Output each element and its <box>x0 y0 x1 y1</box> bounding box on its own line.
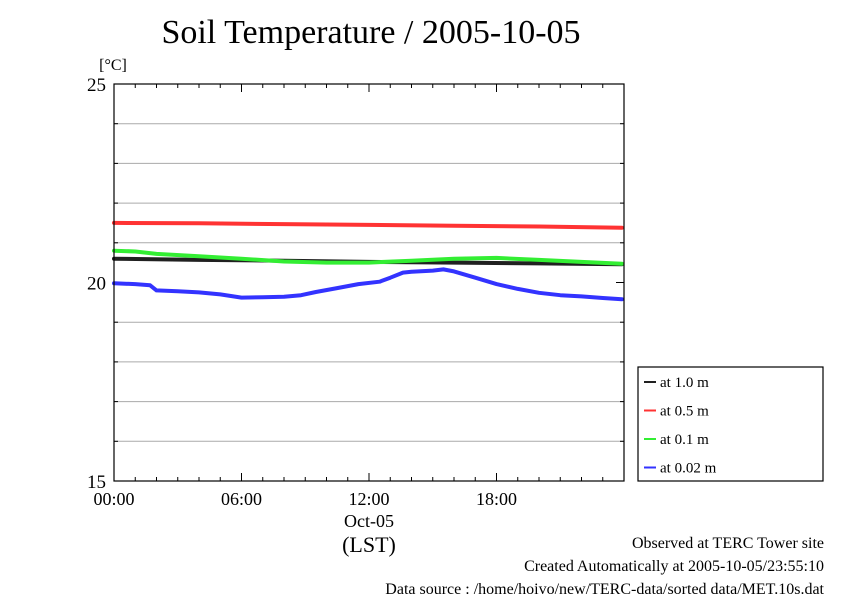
grid-lines <box>114 123 624 442</box>
legend-label: at 0.02 m <box>660 461 717 477</box>
legend: at 1.0 m at 0.5 m at 0.1 m at 0.02 m <box>637 366 824 482</box>
footer-source: Data source : /home/hoivo/new/TERC-data/… <box>385 581 824 598</box>
x-tick-label: 00:00 <box>93 489 134 509</box>
x-axis-label: (LST) <box>342 532 396 557</box>
legend-label: at 1.0 m <box>660 375 709 391</box>
data-series <box>112 220 624 302</box>
footer-created: Created Automatically at 2005-10-05/23:5… <box>524 558 824 575</box>
x-tick-label: 06:00 <box>221 489 262 509</box>
date-label: Oct-05 <box>344 511 394 531</box>
y-tick-labels: 15 20 25 <box>87 75 106 493</box>
y-tick-label: 20 <box>87 274 106 295</box>
series-line <box>112 248 624 266</box>
chart-title: Soil Temperature / 2005-10-05 <box>161 14 581 51</box>
x-tick-label: 18:00 <box>476 489 517 509</box>
footer-site: Observed at TERC Tower site <box>631 535 824 552</box>
plot-frame <box>113 83 625 482</box>
legend-label: at 0.5 m <box>660 404 709 420</box>
series-line <box>112 220 624 230</box>
legend-box <box>637 366 824 482</box>
y-tick-label: 25 <box>87 75 106 96</box>
y-axis-label: [°C] <box>99 57 127 74</box>
x-tick-label: 12:00 <box>348 489 389 509</box>
series-line <box>112 267 624 302</box>
y-tick-label: 15 <box>87 472 106 493</box>
legend-label: at 0.1 m <box>660 432 709 448</box>
x-tick-labels: 00:00 06:00 12:00 18:00 <box>93 489 517 509</box>
